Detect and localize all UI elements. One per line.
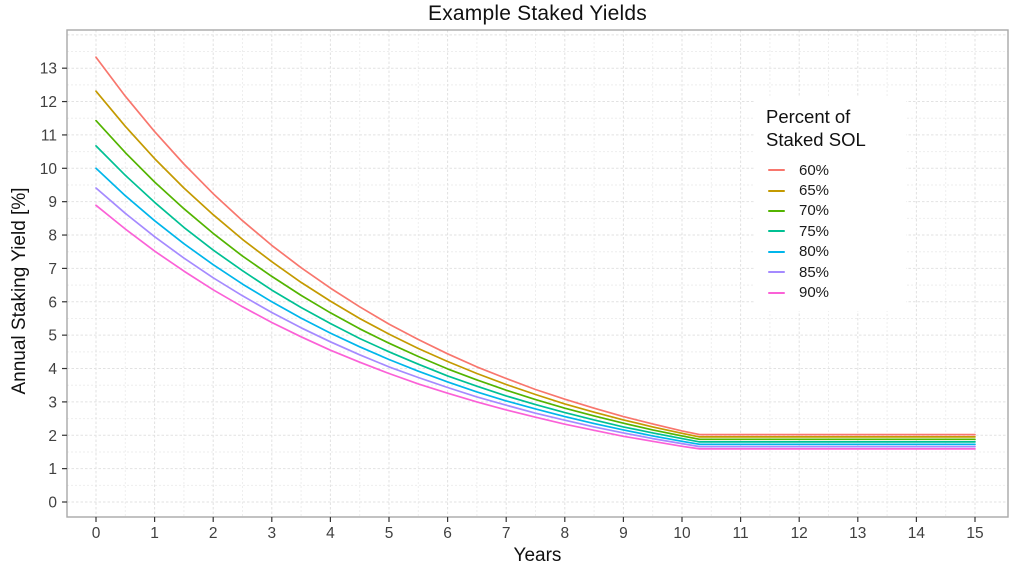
series-line-90 bbox=[95, 204, 976, 450]
legend-entry-label: 75% bbox=[799, 222, 830, 240]
legend-entry-label: 65% bbox=[799, 182, 830, 200]
x-tick-label: 4 bbox=[326, 525, 335, 542]
x-tick-label: 6 bbox=[443, 525, 452, 542]
legend-entry-label: 60% bbox=[799, 161, 830, 179]
legend-entry-70: 70% bbox=[766, 201, 906, 221]
y-tick-label: 9 bbox=[48, 194, 57, 211]
x-tick-label: 5 bbox=[385, 525, 394, 542]
x-tick-label: 12 bbox=[791, 525, 808, 542]
chart-title: Example Staked Yields bbox=[428, 2, 647, 25]
legend-swatch-icon bbox=[768, 271, 785, 274]
y-tick-label: 2 bbox=[48, 428, 57, 445]
x-tick-label: 8 bbox=[560, 525, 569, 542]
series-line-85 bbox=[95, 187, 976, 448]
x-tick-label: 1 bbox=[150, 525, 159, 542]
y-tick-label: 10 bbox=[40, 161, 58, 178]
y-tick-label: 6 bbox=[48, 294, 57, 311]
x-tick-label: 13 bbox=[849, 525, 866, 542]
legend-entry-label: 90% bbox=[799, 284, 830, 302]
legend-swatch-icon bbox=[768, 169, 785, 172]
y-tick-label: 4 bbox=[48, 361, 57, 378]
x-tick-label: 10 bbox=[673, 525, 691, 542]
x-axis-title: Years bbox=[513, 545, 562, 566]
y-tick-label: 11 bbox=[41, 127, 57, 144]
legend-swatch-icon bbox=[768, 209, 785, 212]
series-line-80 bbox=[95, 167, 976, 446]
y-tick-label: 7 bbox=[48, 261, 57, 278]
y-tick-label: 12 bbox=[40, 94, 57, 111]
x-tick-label: 9 bbox=[619, 525, 628, 542]
legend-title-line1: Percent of bbox=[766, 106, 851, 127]
legend-entry-85: 85% bbox=[766, 262, 906, 282]
y-tick-label: 5 bbox=[48, 328, 57, 345]
legend-entry-label: 70% bbox=[799, 202, 830, 220]
panel-border bbox=[66, 29, 1009, 518]
legend-swatch-icon bbox=[768, 189, 785, 192]
legend-entry-90: 90% bbox=[766, 282, 906, 302]
legend-entry-label: 80% bbox=[799, 243, 830, 261]
legend-swatch-icon bbox=[768, 230, 785, 233]
legend: Percent of Staked SOL 60% 65% 70% 75% 80% 85%… bbox=[754, 97, 906, 311]
x-tick-label: 11 bbox=[733, 525, 749, 542]
legend-entry-label: 85% bbox=[799, 263, 830, 281]
legend-entry-80: 80% bbox=[766, 242, 906, 262]
y-tick-label: 0 bbox=[48, 495, 57, 512]
x-tick-label: 3 bbox=[267, 525, 276, 542]
series-line-70 bbox=[95, 119, 976, 441]
x-tick-label: 15 bbox=[966, 525, 983, 542]
y-tick-label: 8 bbox=[48, 228, 57, 245]
series-line-60 bbox=[95, 56, 976, 436]
legend-entries: 60% 65% 70% 75% 80% 85% 90% bbox=[766, 160, 906, 303]
series-line-75 bbox=[95, 145, 976, 443]
series-line-65 bbox=[95, 90, 976, 438]
y-tick-label: 13 bbox=[40, 61, 57, 78]
y-axis-title: Annual Staking Yield [%] bbox=[9, 187, 30, 395]
legend-entry-60: 60% bbox=[766, 160, 906, 180]
legend-entry-65: 65% bbox=[766, 180, 906, 200]
legend-entry-75: 75% bbox=[766, 221, 906, 241]
y-tick-label: 3 bbox=[48, 394, 57, 411]
x-tick-label: 2 bbox=[209, 525, 218, 542]
y-tick-label: 1 bbox=[48, 461, 57, 478]
x-tick-label: 14 bbox=[908, 525, 926, 542]
x-tick-label: 0 bbox=[92, 525, 101, 542]
x-tick-label: 7 bbox=[502, 525, 511, 542]
legend-swatch-icon bbox=[768, 291, 785, 294]
legend-title: Percent of Staked SOL bbox=[766, 105, 906, 151]
legend-swatch-icon bbox=[768, 250, 785, 253]
legend-title-line2: Staked SOL bbox=[766, 129, 866, 150]
